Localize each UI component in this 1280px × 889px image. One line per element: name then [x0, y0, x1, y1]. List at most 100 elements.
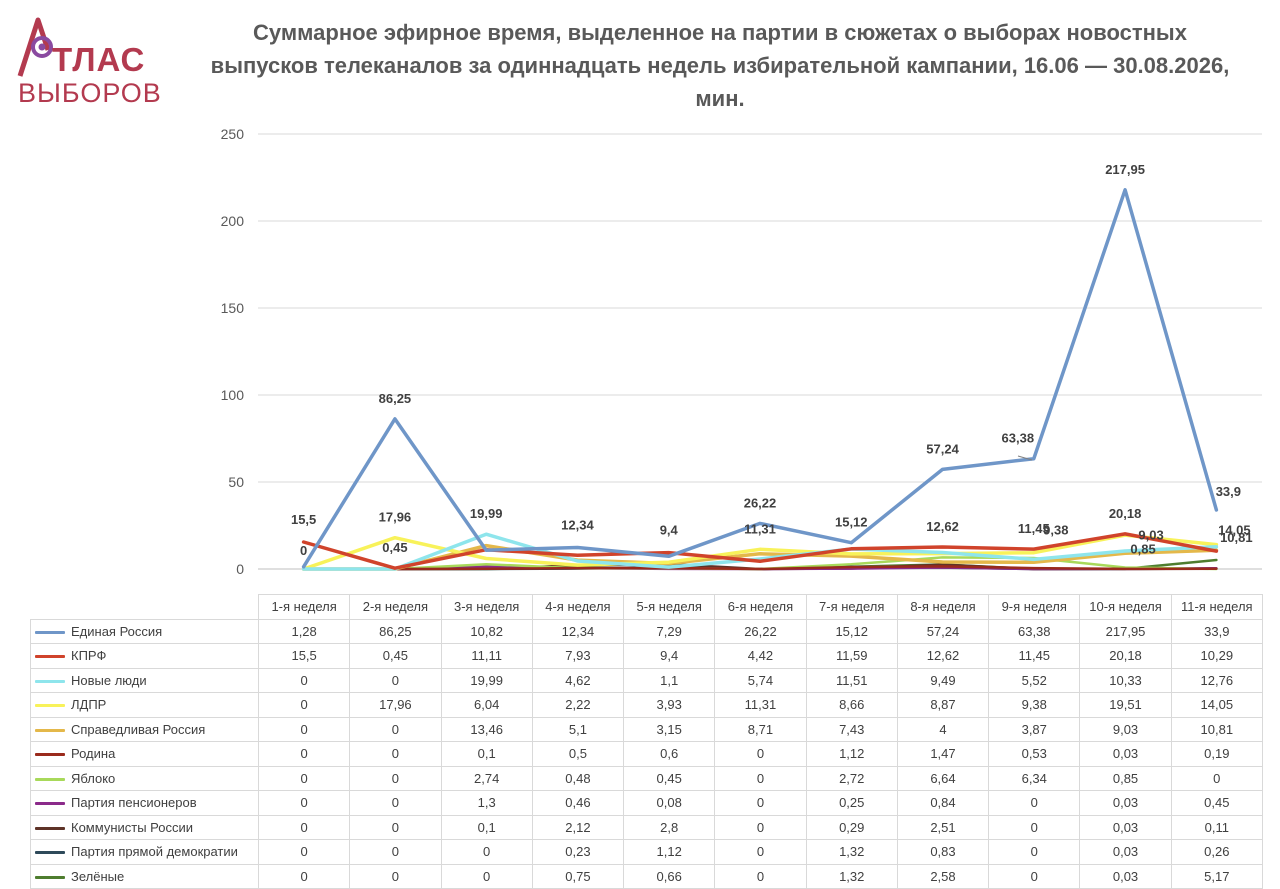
series-name-cell: Справедливая Россия: [30, 716, 259, 742]
series-line: [302, 565, 1218, 571]
y-tick-label: 200: [221, 213, 245, 229]
data-label: 26,22: [744, 495, 777, 510]
value-cell: 7,43: [805, 716, 898, 742]
logo-line1: ТЛАС: [52, 41, 145, 78]
value-cell: 11,31: [714, 692, 807, 718]
value-cell: 0,85: [1079, 765, 1172, 791]
value-cell: 0: [349, 765, 442, 791]
value-cell: 4: [896, 716, 990, 742]
value-cell: 0,03: [1079, 814, 1172, 840]
series-line: [301, 543, 1219, 571]
series-name: Новые люди: [71, 672, 147, 688]
value-cell: 2,8: [623, 814, 716, 840]
value-cell: 0: [349, 863, 442, 889]
value-cell: 12,76: [1170, 667, 1263, 693]
category-label: 9-я неделя: [988, 594, 1081, 620]
value-cell: 0,53: [988, 741, 1081, 767]
y-tick-label: 50: [228, 474, 244, 490]
series-name: Зелёные: [71, 868, 125, 884]
value-cell: 57,24: [896, 618, 990, 644]
series-name-cell: Яблоко: [30, 765, 259, 791]
value-cell: 0: [349, 741, 442, 767]
table-row: Яблоко 0 0 2,74 0,48 0,45 0 2,72 6,64 6,34 0,85 0: [30, 765, 1263, 791]
value-cell: 0: [714, 814, 807, 840]
legend-key: [35, 802, 65, 806]
value-cell: 3,15: [623, 716, 716, 742]
value-cell: 2,12: [531, 814, 625, 840]
value-cell: 12,34: [531, 618, 625, 644]
data-label: 217,95: [1105, 162, 1145, 177]
value-cell: 8,87: [896, 692, 990, 718]
data-label: 57,24: [926, 441, 959, 456]
value-cell: 26,22: [714, 618, 807, 644]
data-label: 14,05: [1218, 523, 1251, 538]
value-cell: 19,51: [1079, 692, 1172, 718]
value-cell: 9,49: [896, 667, 990, 693]
data-label: 20,18: [1109, 506, 1142, 521]
value-cell: 0: [714, 765, 807, 791]
atlas-logo: ТЛАС ВЫБОРОВ: [17, 17, 162, 106]
value-cell: 0: [257, 716, 351, 742]
value-cell: 33,9: [1170, 618, 1263, 644]
data-label: 15,12: [835, 515, 868, 530]
table-row: Партия пенсионеров 0 0 1,3 0,46 0,08 0 0,25 0,84…: [30, 790, 1263, 816]
y-tick-label: 100: [221, 387, 245, 403]
value-cell: 1,1: [623, 667, 716, 693]
value-cell: 0: [1170, 765, 1263, 791]
table-row: Единая Россия 1,28 86,25 10,82 12,34 7,29 26,2…: [30, 618, 1263, 644]
value-cell: 0: [988, 814, 1081, 840]
data-label: 11,45: [1018, 521, 1050, 536]
value-cell: 0: [349, 814, 442, 840]
value-cell: 9,38: [988, 692, 1081, 718]
value-cell: 0,08: [623, 790, 716, 816]
value-cell: 10,82: [440, 618, 533, 644]
series-line: [301, 188, 1219, 569]
series-name-cell: Партия пенсионеров: [30, 790, 259, 816]
value-cell: 0: [349, 839, 442, 865]
value-cell: 7,29: [623, 618, 716, 644]
value-cell: 6,04: [440, 692, 533, 718]
series-name: Коммунисты России: [71, 819, 194, 835]
value-cell: 0,03: [1079, 741, 1172, 767]
value-cell: 1,47: [896, 741, 990, 767]
category-label: 5-я неделя: [623, 594, 716, 620]
series-name: Единая Россия: [71, 623, 163, 639]
value-cell: 0: [257, 839, 351, 865]
data-label: 9,03: [1138, 527, 1163, 542]
value-cell: 0,48: [531, 765, 625, 791]
series-name: КПРФ: [71, 648, 107, 664]
table-row: Зелёные 0 0 0 0,75 0,66 0 1,32 2,58 0 0,03 5,17: [30, 863, 1263, 889]
logo-line2: ВЫБОРОВ: [18, 78, 162, 106]
value-cell: 63,38: [988, 618, 1081, 644]
value-cell: 1,32: [805, 839, 898, 865]
series-name: Справедливая Россия: [71, 721, 206, 737]
value-cell: 0: [988, 839, 1081, 865]
value-cell: 0: [714, 863, 807, 889]
label-leader-line: [1017, 455, 1033, 461]
category-label: 2-я неделя: [349, 594, 442, 620]
series-name: Партия прямой демократии: [71, 844, 238, 860]
value-cell: 1,28: [257, 618, 351, 644]
value-cell: 0: [714, 790, 807, 816]
table-row: ЛДПР 0 17,96 6,04 2,22 3,93 11,31 8,66 8,87 9,38 1…: [30, 692, 1263, 718]
value-cell: 0: [257, 667, 351, 693]
value-cell: 0: [257, 863, 351, 889]
logo-ring-icon: [31, 36, 53, 58]
value-cell: 11,59: [805, 643, 898, 669]
category-label: 10-я неделя: [1079, 594, 1172, 620]
value-cell: 0,1: [440, 814, 533, 840]
legend-key: [35, 704, 65, 708]
data-label: 17,96: [379, 510, 412, 525]
value-cell: 3,87: [988, 716, 1081, 742]
value-cell: 0: [349, 667, 442, 693]
legend-key: [35, 851, 65, 855]
category-label: 3-я неделя: [440, 594, 533, 620]
series-name-cell: Родина: [30, 741, 259, 767]
data-label: 10,81: [1220, 530, 1253, 545]
value-cell: 1,32: [805, 863, 898, 889]
value-cell: 1,3: [440, 790, 533, 816]
value-cell: 3,93: [623, 692, 716, 718]
value-cell: 11,45: [988, 643, 1081, 669]
value-cell: 0: [349, 790, 442, 816]
value-cell: 1,12: [623, 839, 716, 865]
